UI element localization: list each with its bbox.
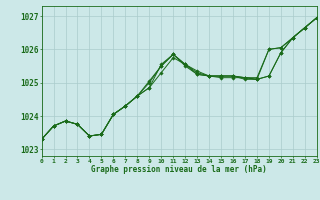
X-axis label: Graphe pression niveau de la mer (hPa): Graphe pression niveau de la mer (hPa) xyxy=(91,165,267,174)
